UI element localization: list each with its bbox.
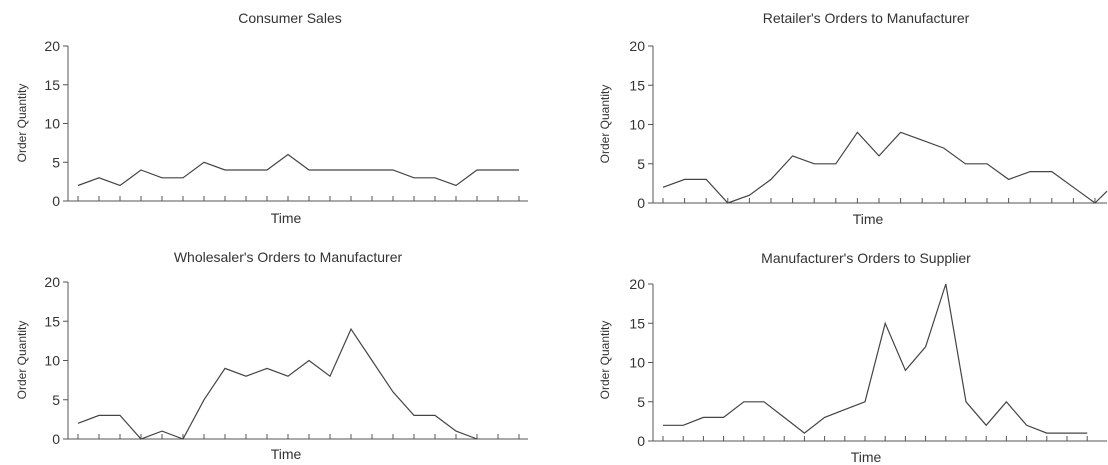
ticks: 0 5 10 15 20 [629, 38, 1096, 211]
series-line-0 [77, 153, 519, 187]
series [663, 283, 1088, 434]
panel-manufacturer-orders: Manufacturer's Orders to Supplier Time O… [598, 250, 1107, 465]
y-tick-label: 15 [629, 77, 645, 93]
y-tick-label: 5 [52, 154, 60, 170]
y-axis-label: Order Quantity [15, 321, 29, 400]
ticks: 0 5 10 15 20 [44, 38, 520, 209]
y-tick-label: 10 [44, 353, 60, 369]
panel-wholesaler-orders: Wholesaler's Orders to Manufacturer Time… [15, 249, 528, 462]
y-tick-label: 20 [629, 276, 645, 292]
y-tick-label: 10 [629, 355, 645, 371]
series [77, 327, 478, 440]
chart-title: Consumer Sales [238, 10, 342, 26]
x-axis-label: Time [271, 446, 302, 462]
y-tick-label: 0 [637, 433, 645, 449]
x-axis-label: Time [271, 210, 302, 226]
y-tick-label: 15 [44, 77, 60, 93]
y-tick-label: 0 [52, 193, 60, 209]
y-tick-label: 5 [52, 392, 60, 408]
y-tick-label: 20 [44, 38, 60, 54]
y-tick-label: 20 [44, 274, 60, 290]
series [77, 153, 519, 187]
x-axis-label: Time [853, 211, 884, 227]
y-axis-label: Order Quantity [15, 84, 29, 163]
chart-title: Retailer's Orders to Manufacturer [763, 10, 970, 26]
y-tick-label: 0 [637, 195, 645, 211]
axes [652, 46, 1107, 204]
chart-title: Manufacturer's Orders to Supplier [761, 250, 971, 266]
axes [67, 282, 528, 440]
y-tick-label: 10 [44, 116, 60, 132]
panel-retailer-orders: Retailer's Orders to Manufacturer Time O… [598, 10, 1108, 227]
y-axis-label: Order Quantity [598, 321, 612, 400]
y-tick-label: 5 [637, 156, 645, 172]
x-axis-label: Time [851, 449, 882, 465]
series [662, 131, 1108, 204]
y-axis-label: Order Quantity [598, 85, 612, 164]
axes [67, 46, 528, 202]
series-line-0 [663, 283, 1088, 434]
y-tick-label: 10 [629, 117, 645, 133]
y-tick-label: 5 [637, 394, 645, 410]
y-tick-label: 20 [629, 38, 645, 54]
ticks: 0 5 10 15 20 [629, 276, 1088, 449]
series-line-0 [662, 131, 1108, 204]
series-line-0 [77, 327, 478, 440]
y-tick-label: 0 [52, 431, 60, 447]
y-tick-label: 15 [44, 313, 60, 329]
chart-title: Wholesaler's Orders to Manufacturer [174, 249, 403, 265]
panel-consumer-sales: Consumer Sales Time Order Quantity 0 5 10 1… [15, 10, 528, 226]
y-tick-label: 15 [629, 315, 645, 331]
ticks: 0 5 10 15 20 [44, 274, 520, 447]
